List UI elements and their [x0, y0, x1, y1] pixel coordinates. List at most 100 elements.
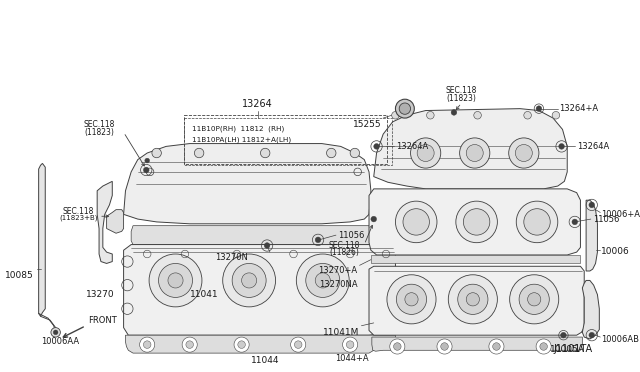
Circle shape: [238, 341, 245, 349]
Circle shape: [186, 341, 193, 349]
Text: J1101TA: J1101TA: [554, 344, 593, 354]
Text: 10006+A: 10006+A: [601, 210, 640, 219]
Polygon shape: [372, 337, 582, 351]
Text: SEC.118: SEC.118: [328, 241, 360, 250]
Circle shape: [53, 330, 58, 335]
Text: 10005A: 10005A: [550, 344, 585, 354]
Circle shape: [387, 275, 436, 324]
Text: (11823+B): (11823+B): [59, 214, 97, 221]
Circle shape: [589, 202, 595, 208]
Circle shape: [291, 337, 306, 352]
Polygon shape: [371, 255, 580, 263]
Text: 11041: 11041: [189, 290, 218, 299]
Polygon shape: [369, 266, 584, 335]
Circle shape: [143, 341, 151, 349]
Circle shape: [306, 263, 340, 298]
Circle shape: [399, 103, 410, 114]
Circle shape: [168, 273, 183, 288]
Text: 13264A: 13264A: [396, 142, 429, 151]
Text: (11823): (11823): [447, 93, 476, 103]
Text: FRONT: FRONT: [88, 316, 116, 325]
Circle shape: [536, 339, 551, 354]
Circle shape: [509, 138, 539, 168]
Text: 10006AA: 10006AA: [42, 337, 79, 346]
Circle shape: [264, 243, 270, 248]
Circle shape: [149, 254, 202, 307]
Text: 11B10PA(LH) 11812+A(LH): 11B10PA(LH) 11812+A(LH): [191, 137, 291, 144]
Circle shape: [466, 293, 479, 306]
Circle shape: [51, 328, 60, 337]
Circle shape: [448, 275, 497, 324]
Circle shape: [182, 337, 197, 352]
Text: 13270+A: 13270+A: [319, 266, 358, 275]
Circle shape: [552, 112, 559, 119]
Circle shape: [326, 148, 336, 158]
Circle shape: [394, 343, 401, 350]
Circle shape: [195, 148, 204, 158]
Circle shape: [371, 216, 376, 222]
Circle shape: [463, 209, 490, 235]
Polygon shape: [131, 226, 371, 244]
Circle shape: [159, 263, 193, 298]
Polygon shape: [97, 181, 112, 263]
Circle shape: [427, 112, 434, 119]
Text: 10085: 10085: [5, 271, 34, 280]
Circle shape: [524, 209, 550, 235]
Text: 11041M: 11041M: [323, 328, 360, 337]
Circle shape: [241, 273, 257, 288]
Text: 13264: 13264: [243, 99, 273, 109]
Circle shape: [561, 332, 566, 338]
Circle shape: [515, 144, 532, 161]
Text: 1044+A: 1044+A: [335, 354, 369, 363]
Circle shape: [519, 284, 549, 314]
Text: 10006AB: 10006AB: [601, 335, 639, 344]
Polygon shape: [586, 200, 597, 271]
Circle shape: [572, 219, 578, 225]
Text: 13264+A: 13264+A: [559, 104, 598, 113]
Circle shape: [451, 110, 457, 115]
Circle shape: [346, 341, 354, 349]
Circle shape: [403, 209, 429, 235]
Text: 13270: 13270: [86, 290, 114, 299]
Circle shape: [509, 275, 559, 324]
Text: 15255: 15255: [353, 120, 381, 129]
Circle shape: [143, 167, 149, 173]
Circle shape: [296, 254, 349, 307]
Circle shape: [223, 254, 276, 307]
Circle shape: [524, 112, 531, 119]
Circle shape: [396, 201, 437, 243]
Circle shape: [390, 339, 405, 354]
Text: 11B10P(RH)  11812  (RH): 11B10P(RH) 11812 (RH): [191, 126, 284, 132]
Circle shape: [589, 332, 595, 338]
Text: 11044: 11044: [251, 356, 280, 365]
Circle shape: [540, 343, 547, 350]
Circle shape: [342, 337, 358, 352]
Text: 11056: 11056: [593, 215, 619, 224]
Polygon shape: [369, 189, 580, 255]
Text: 13270NA: 13270NA: [319, 280, 358, 289]
Circle shape: [316, 237, 321, 243]
Polygon shape: [107, 210, 124, 233]
Text: 11056: 11056: [338, 231, 364, 240]
Circle shape: [350, 148, 360, 158]
Polygon shape: [124, 144, 371, 224]
Bar: [184, 118, 392, 165]
Circle shape: [489, 339, 504, 354]
Circle shape: [316, 273, 330, 288]
Polygon shape: [582, 280, 599, 339]
Circle shape: [396, 99, 414, 118]
Text: 13264A: 13264A: [577, 142, 609, 151]
Circle shape: [559, 144, 564, 149]
Circle shape: [474, 112, 481, 119]
Circle shape: [140, 337, 155, 352]
Circle shape: [458, 284, 488, 314]
Text: SEC.118: SEC.118: [63, 207, 94, 216]
Polygon shape: [38, 163, 45, 316]
Circle shape: [260, 148, 270, 158]
Circle shape: [516, 201, 558, 243]
Circle shape: [536, 106, 541, 112]
Circle shape: [234, 337, 249, 352]
Circle shape: [417, 144, 434, 161]
Circle shape: [294, 341, 302, 349]
Circle shape: [466, 144, 483, 161]
